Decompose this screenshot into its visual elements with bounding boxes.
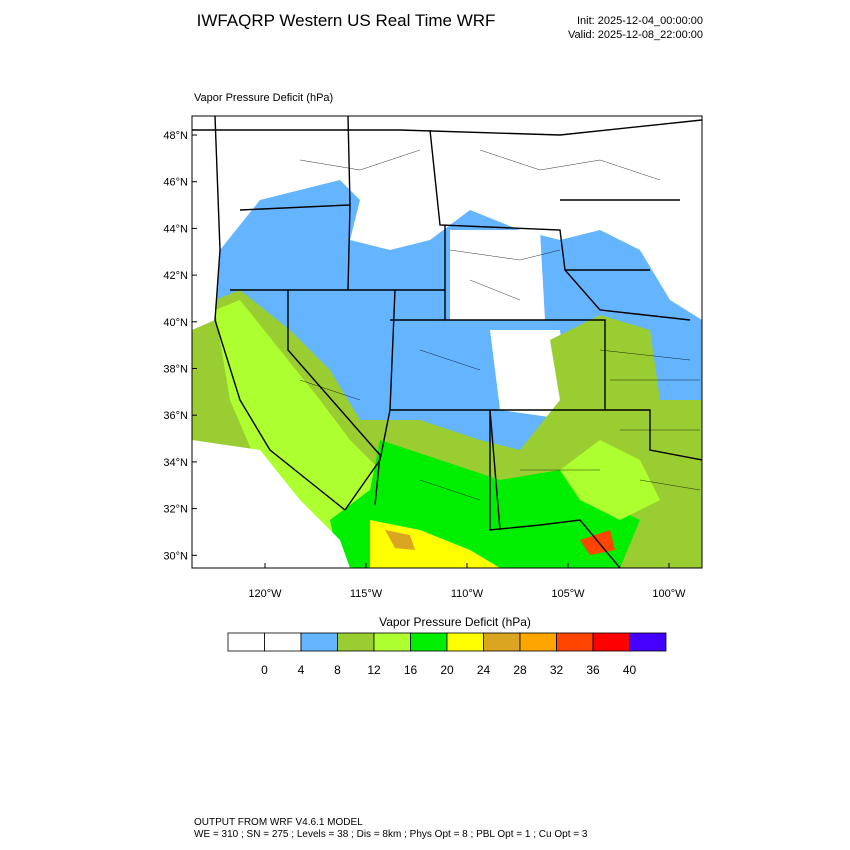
lon-label: 120°W — [248, 588, 282, 600]
lon-labels: 120°W 115°W 110°W 105°W 100°W — [248, 563, 686, 600]
colorbar-box — [300, 632, 338, 652]
colorbar: 0 4 8 12 16 20 24 28 32 36 40 — [227, 632, 667, 677]
lat-label: 32°N — [163, 504, 188, 516]
colorbar-box — [227, 632, 265, 652]
vpd-region — [450, 230, 545, 320]
vpd-region — [370, 520, 500, 568]
map — [192, 116, 702, 568]
colorbar-level: 12 — [367, 663, 381, 677]
title: IWFAQRP Western US Real Time WRF — [197, 11, 496, 30]
valid-time: Valid: 2025-12-08_22:00:00 — [568, 29, 703, 41]
colorbar-box — [264, 632, 302, 652]
colorbar-box — [519, 632, 557, 652]
colorbar-level: 32 — [550, 663, 564, 677]
lat-label: 46°N — [163, 177, 188, 189]
field-label: Vapor Pressure Deficit (hPa) — [194, 92, 333, 104]
county-boundaries — [299, 149, 701, 501]
map-frame — [191, 115, 703, 569]
colorbar-box — [592, 632, 630, 652]
colorbar-level: 8 — [334, 663, 341, 677]
lat-label: 36°N — [163, 410, 188, 422]
lon-label: 100°W — [652, 588, 686, 600]
lat-labels: 48°N 46°N 44°N 42°N 40°N 38°N 36°N 34°N 32°N 30°N — [163, 130, 197, 562]
colorbar-box — [410, 632, 448, 652]
init-time: Init: 2025-12-04_00:00:00 — [577, 15, 703, 27]
vpd-region — [560, 440, 660, 520]
lat-label: 34°N — [163, 457, 188, 469]
lat-label: 44°N — [163, 223, 188, 235]
vpd-region — [385, 530, 415, 550]
lon-label: 110°W — [451, 588, 484, 600]
vpd-region — [490, 330, 570, 420]
colorbar-level: 24 — [477, 663, 491, 677]
footer-line: WE = 310 ; SN = 275 ; Levels = 38 ; Dis … — [194, 829, 588, 840]
lat-label: 48°N — [163, 130, 188, 142]
colorbar-level: 28 — [513, 663, 527, 677]
ocean — [192, 116, 220, 330]
colorbar-level: 0 — [261, 663, 268, 677]
lat-label: 42°N — [163, 270, 188, 282]
ocean — [192, 440, 350, 568]
lat-label: 40°N — [163, 317, 188, 329]
colorbar-level: 16 — [404, 663, 418, 677]
colorbar-level: 4 — [298, 663, 305, 677]
lat-label: 30°N — [163, 550, 188, 562]
lon-label: 115°W — [350, 588, 383, 600]
colorbar-level: 36 — [586, 663, 600, 677]
vpd-region — [580, 530, 615, 555]
colorbar-box — [483, 632, 521, 652]
colorbar-level: 40 — [623, 663, 637, 677]
colorbar-box — [373, 632, 411, 652]
colorbar-box — [556, 632, 594, 652]
lon-label: 105°W — [551, 588, 585, 600]
colorbar-box — [629, 632, 667, 652]
colorbar-box — [337, 632, 375, 652]
colorbar-title: Vapor Pressure Deficit (hPa) — [379, 615, 531, 629]
colorbar-box — [446, 632, 484, 652]
vpd-region — [215, 300, 380, 560]
state-boundaries — [192, 116, 702, 568]
lat-label: 38°N — [163, 364, 188, 376]
footer-line: OUTPUT FROM WRF V4.6.1 MODEL — [194, 817, 363, 828]
colorbar-level: 20 — [440, 663, 454, 677]
